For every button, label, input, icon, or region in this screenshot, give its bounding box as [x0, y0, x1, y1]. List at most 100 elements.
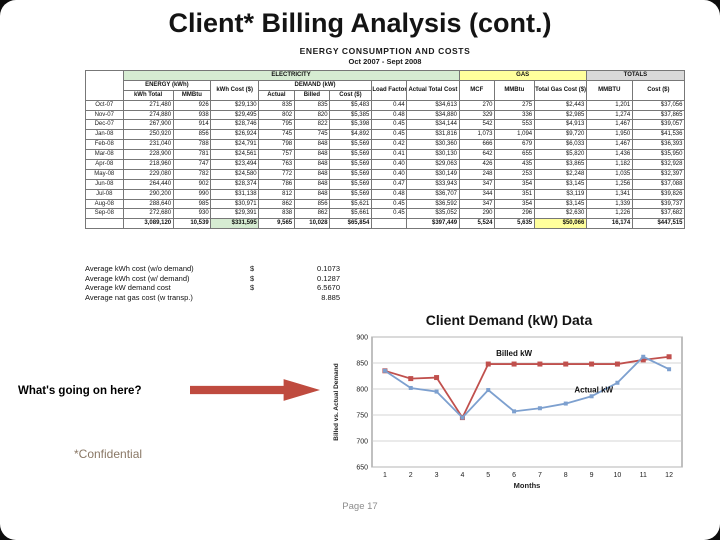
- svg-text:850: 850: [356, 361, 368, 368]
- svg-text:Billed vs. Actual Demand: Billed vs. Actual Demand: [333, 363, 340, 440]
- value-cell: $29,495: [210, 109, 260, 121]
- value-cell: 938: [172, 109, 212, 121]
- value-cell: 747: [172, 159, 212, 170]
- month-cell: Feb-08: [85, 139, 124, 151]
- value-cell: $5,569: [329, 159, 372, 170]
- average-label: Average kWh cost (w/ demand): [85, 273, 190, 283]
- value-cell: 0.45: [370, 198, 408, 210]
- value-cell: $37,056: [631, 99, 686, 111]
- value-cell: 290,200: [122, 188, 174, 200]
- month-cell: Mar-08: [85, 149, 124, 161]
- value-cell: 553: [494, 119, 535, 131]
- value-cell: $37,682: [631, 208, 686, 220]
- value-cell: 275: [494, 99, 535, 111]
- value-cell: $39,826: [631, 188, 686, 200]
- average-row: Average kWh cost (w/o demand) $ 0.1073: [85, 264, 350, 274]
- value-cell: $41,536: [631, 129, 686, 141]
- value-cell: $5,569: [329, 168, 372, 180]
- value-cell: 344: [458, 188, 496, 200]
- value-cell: $5,569: [329, 139, 372, 151]
- value-cell: 822: [293, 119, 331, 131]
- col-mmbtu-gas: MMBtu: [494, 79, 535, 101]
- value-cell: 271,480: [122, 99, 174, 111]
- value-cell: 848: [293, 139, 331, 151]
- value-cell: 745: [293, 129, 331, 141]
- col-mmbtu-elec: MMBtu: [172, 89, 212, 101]
- month-cell: [85, 218, 124, 230]
- value-cell: 267,900: [122, 119, 174, 131]
- value-cell: 0.44: [370, 99, 408, 111]
- average-label: Average kWh cost (w/o demand): [85, 264, 194, 273]
- value-cell: $30,360: [406, 139, 460, 151]
- value-cell: 1,094: [494, 129, 535, 141]
- value-cell: $30,130: [406, 149, 460, 161]
- average-value: 8.885: [321, 292, 340, 302]
- value-cell: $24,561: [210, 149, 260, 161]
- value-cell: 1,467: [585, 139, 633, 151]
- average-row: Average kW demand cost $ 6.5670: [85, 283, 350, 293]
- value-cell: $35,052: [406, 208, 460, 220]
- col-load-factor: Load Factor: [370, 79, 408, 101]
- value-cell: 354: [494, 198, 535, 210]
- svg-text:Actual kW: Actual kW: [574, 386, 613, 395]
- col-demand-actual: Actual: [258, 89, 295, 101]
- svg-text:10: 10: [614, 472, 622, 479]
- confidential-note: *Confidential: [74, 447, 143, 461]
- table-row: Sep-08 272,680 930 $29,391 838 862 $5,661 0.45 $…: [85, 208, 686, 220]
- value-cell: 798: [258, 139, 295, 151]
- total-value-cell: [370, 218, 408, 230]
- value-cell: 985: [172, 198, 212, 210]
- value-cell: 0.45: [370, 208, 408, 220]
- value-cell: $3,145: [533, 178, 587, 190]
- value-cell: 1,274: [585, 109, 633, 121]
- month-cell: May-08: [85, 168, 124, 180]
- value-cell: $32,397: [631, 168, 686, 180]
- value-cell: 1,073: [458, 129, 496, 141]
- average-currency: $: [250, 273, 255, 283]
- value-cell: 347: [458, 178, 496, 190]
- total-value-cell: 10,539: [172, 218, 212, 230]
- month-cell: Sep-08: [85, 208, 124, 220]
- value-cell: 772: [258, 168, 295, 180]
- col-kwh-total: kWh Total: [122, 89, 174, 101]
- value-cell: 1,226: [585, 208, 633, 220]
- svg-text:1: 1: [383, 472, 387, 479]
- value-cell: 745: [258, 129, 295, 141]
- month-cell: Jun-08: [85, 178, 124, 190]
- value-cell: $24,791: [210, 139, 260, 151]
- total-value-cell: $65,854: [329, 218, 372, 230]
- value-cell: 0.48: [370, 109, 408, 121]
- value-cell: 426: [458, 159, 496, 170]
- value-cell: 666: [458, 139, 496, 151]
- value-cell: $34,613: [406, 99, 460, 111]
- value-cell: 264,440: [122, 178, 174, 190]
- total-value-cell: 5,524: [458, 218, 496, 230]
- value-cell: $36,592: [406, 198, 460, 210]
- value-cell: 347: [458, 198, 496, 210]
- value-cell: $3,145: [533, 198, 587, 210]
- svg-text:9: 9: [590, 472, 594, 479]
- table-row: Mar-08 228,900 781 $24,561 757 848 $5,569 0.41 $…: [85, 149, 686, 161]
- value-cell: $2,248: [533, 168, 587, 180]
- value-cell: 795: [258, 119, 295, 131]
- total-value-cell: 16,174: [585, 218, 633, 230]
- section-electricity: ELECTRICITY: [122, 70, 460, 81]
- value-cell: 902: [172, 178, 212, 190]
- month-cell: Apr-08: [85, 159, 124, 170]
- table-row: Oct-07 271,480 926 $29,130 835 835 $5,483 0.44 $…: [85, 99, 686, 111]
- value-cell: 0.48: [370, 188, 408, 200]
- value-cell: $24,580: [210, 168, 260, 180]
- total-value-cell: 5,635: [494, 218, 535, 230]
- section-totals: TOTALS: [585, 70, 686, 81]
- value-cell: $35,950: [631, 149, 686, 161]
- value-cell: 229,080: [122, 168, 174, 180]
- total-value-cell: $397,449: [406, 218, 460, 230]
- value-cell: 270: [458, 99, 496, 111]
- value-cell: 757: [258, 149, 295, 161]
- value-cell: 1,256: [585, 178, 633, 190]
- total-value-cell: $331,595: [210, 218, 260, 230]
- value-cell: 288,640: [122, 198, 174, 210]
- value-cell: $2,985: [533, 109, 587, 121]
- svg-text:4: 4: [460, 472, 464, 479]
- svg-text:Months: Months: [514, 481, 541, 490]
